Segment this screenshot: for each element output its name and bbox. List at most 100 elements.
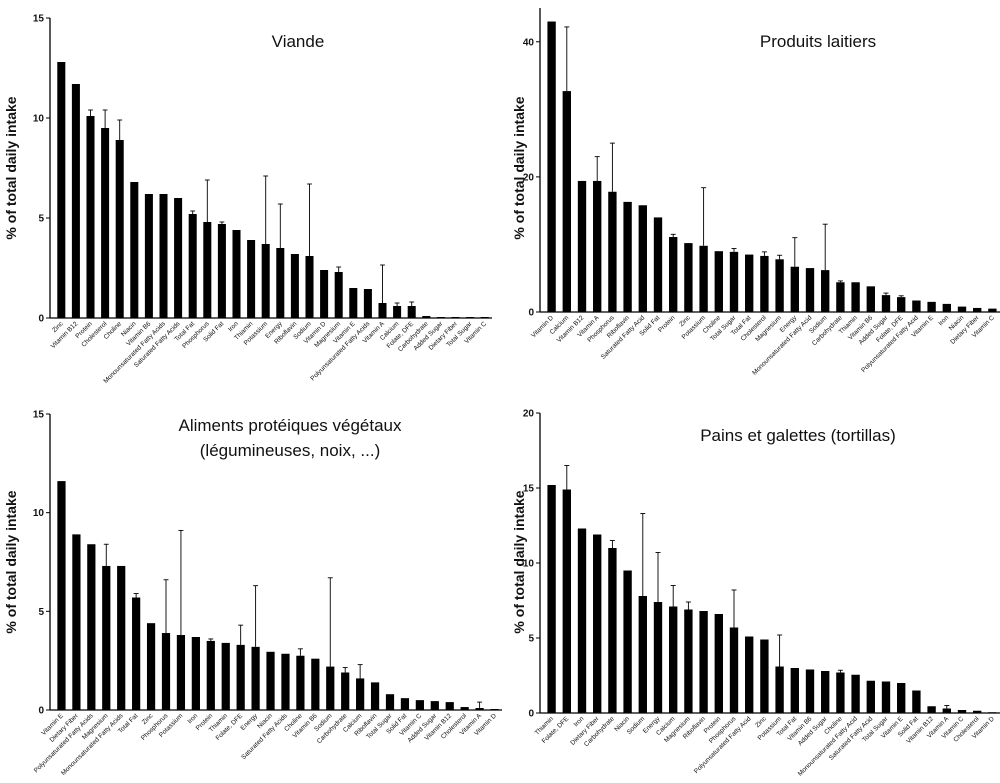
- bar: [296, 655, 305, 710]
- bar: [159, 194, 168, 318]
- chart-title: Pains et galettes (tortillas): [700, 426, 896, 445]
- bar: [276, 248, 285, 318]
- y-axis-label: % of total daily intake: [511, 96, 527, 239]
- bar: [562, 91, 571, 313]
- y-tick-label: 40: [523, 37, 535, 48]
- bar: [188, 214, 197, 318]
- bar: [326, 666, 335, 710]
- bar: [115, 140, 124, 318]
- bar: [101, 128, 110, 318]
- bar: [897, 683, 906, 713]
- bar: [415, 700, 424, 710]
- bar: [669, 606, 678, 713]
- y-tick-label: 0: [528, 308, 534, 319]
- bar: [790, 266, 799, 312]
- bar: [311, 658, 320, 710]
- y-axis-label: % of total daily intake: [3, 490, 19, 633]
- bar: [881, 681, 891, 713]
- chart-panel-produits-laitiers: Produits laitiers % of total daily intak…: [511, 8, 1000, 377]
- bar: [341, 672, 350, 710]
- y-tick-label: 20: [523, 172, 535, 183]
- bar: [608, 191, 617, 312]
- bar: [206, 640, 215, 710]
- bar: [897, 297, 906, 312]
- y-tick-label: 10: [33, 508, 45, 519]
- bar: [836, 282, 845, 312]
- x-tick-label: Protein: [657, 314, 677, 334]
- bar: [775, 666, 784, 713]
- chart-title: Viande: [272, 32, 325, 51]
- bar: [385, 694, 395, 710]
- bar: [334, 272, 343, 318]
- bar: [927, 301, 936, 312]
- chart-subtitle: (légumineuses, noix, ...): [200, 441, 380, 460]
- bar: [684, 243, 693, 312]
- bar: [146, 623, 156, 710]
- y-axis-label: % of total daily intake: [3, 96, 19, 239]
- bar: [881, 295, 891, 312]
- y-tick-label: 5: [38, 214, 44, 225]
- bar: [669, 237, 678, 312]
- bar: [407, 306, 416, 318]
- bar: [400, 698, 410, 710]
- bar: [562, 489, 571, 713]
- bar: [191, 636, 200, 710]
- bar: [251, 646, 260, 710]
- chart-panel-viande: Viande % of total daily intake 051015Zin…: [3, 14, 492, 385]
- y-tick-label: 5: [528, 634, 534, 645]
- bar: [623, 201, 632, 312]
- bar: [281, 653, 290, 710]
- bar: [221, 642, 230, 710]
- bar: [87, 544, 96, 710]
- y-tick-label: 15: [33, 410, 45, 421]
- bar: [247, 240, 256, 318]
- bar: [236, 644, 245, 710]
- bar: [290, 254, 299, 318]
- chart-title: Aliments protéiques végétaux: [178, 416, 402, 435]
- bar: [714, 614, 723, 713]
- bar: [460, 707, 469, 710]
- bar: [174, 198, 183, 318]
- bar: [144, 194, 153, 318]
- bar: [714, 251, 723, 312]
- bar: [942, 303, 951, 312]
- y-tick-label: 20: [523, 409, 535, 420]
- bar: [203, 222, 212, 318]
- chart-title: Produits laitiers: [760, 32, 876, 51]
- bar: [973, 307, 982, 312]
- bar: [466, 317, 475, 318]
- bar: [393, 306, 402, 318]
- bar: [161, 633, 171, 710]
- bar: [72, 534, 81, 710]
- bar: [176, 635, 186, 710]
- bar: [957, 306, 967, 312]
- bar: [760, 639, 769, 713]
- bar: [320, 270, 329, 318]
- y-tick-label: 15: [523, 484, 535, 495]
- bar: [577, 180, 587, 312]
- bar: [593, 180, 602, 312]
- bar: [445, 702, 454, 710]
- bar: [790, 668, 799, 713]
- bar: [912, 300, 921, 312]
- bar: [232, 230, 241, 318]
- bar: [305, 256, 314, 318]
- y-tick-label: 15: [33, 14, 45, 25]
- bar: [729, 627, 739, 713]
- bar: [729, 251, 739, 312]
- bar: [102, 565, 111, 710]
- bar: [851, 674, 860, 713]
- bar: [836, 672, 845, 713]
- bar: [699, 245, 708, 312]
- bar: [363, 289, 372, 318]
- bar: [912, 690, 921, 713]
- bar: [86, 116, 95, 318]
- bar: [130, 182, 139, 318]
- bar: [378, 303, 387, 318]
- bar: [927, 706, 936, 713]
- x-tick-label: Energy: [239, 712, 259, 732]
- bar: [866, 286, 875, 312]
- bar: [217, 224, 226, 318]
- bar: [593, 534, 602, 713]
